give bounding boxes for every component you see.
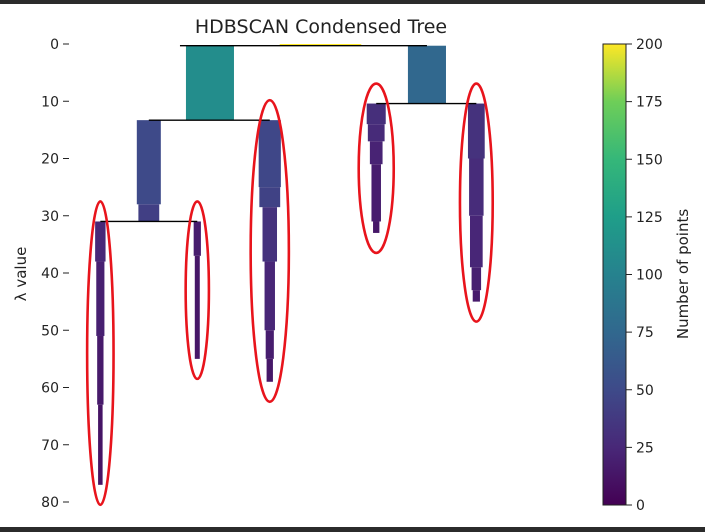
y-tick-label: 20 <box>41 152 59 168</box>
branch-segment <box>366 103 386 125</box>
branch-segment <box>259 187 281 208</box>
y-tick-label: 60 <box>41 381 59 397</box>
branch-segment <box>367 124 385 142</box>
branch-segment <box>373 221 380 233</box>
colorbar-tick-label: 175 <box>636 95 663 111</box>
branch-segment <box>264 261 275 331</box>
colorbar-tick-label: 50 <box>636 383 654 399</box>
top-frame-strip <box>0 0 705 4</box>
branch-segment <box>262 207 278 262</box>
bottom-frame-strip <box>0 527 705 532</box>
branch-A1 <box>136 120 161 222</box>
branch-B <box>407 45 446 104</box>
selection-ellipse-A1b <box>184 200 211 381</box>
branch-segment <box>265 330 274 359</box>
branch-B2 <box>467 103 485 302</box>
branch-root <box>279 44 362 46</box>
selected-cluster-ellipses <box>85 82 495 507</box>
branch-A <box>185 45 234 121</box>
branch-segment <box>471 267 482 291</box>
branch-segment <box>138 204 160 222</box>
branch-segment <box>472 290 480 302</box>
colorbar-gradient <box>602 43 627 506</box>
branch-A1a <box>95 221 106 485</box>
y-axis-ticks: 0 10 20 30 40 50 60 70 80 <box>41 37 69 511</box>
branch-segment <box>469 215 483 268</box>
chart-title: HDBSCAN Condensed Tree <box>195 16 447 38</box>
y-tick-label: 50 <box>41 323 59 339</box>
branch-segment <box>193 221 201 256</box>
y-axis-label: λ value <box>12 247 30 302</box>
branch-A1b <box>193 221 201 359</box>
colorbar-tick-label: 25 <box>636 440 654 456</box>
branch-segment <box>371 164 381 222</box>
branch-segment <box>469 158 484 216</box>
colorbar-tick-label: 0 <box>636 498 645 514</box>
branch-B1 <box>366 103 386 233</box>
branch-segment <box>98 404 103 485</box>
y-tick-label: 10 <box>41 94 59 110</box>
branch-segment <box>97 335 104 405</box>
selection-ellipse-A1a <box>85 200 115 507</box>
branch-segment <box>185 45 234 121</box>
y-tick-label: 30 <box>41 209 59 225</box>
colorbar-tick-label: 125 <box>636 210 663 226</box>
branch-segment <box>266 358 273 382</box>
branch-segment <box>369 141 383 165</box>
y-tick-label: 0 <box>50 37 59 53</box>
branch-segment <box>407 45 446 104</box>
colorbar-tick-label: 150 <box>636 152 663 168</box>
branch-segment <box>194 255 200 359</box>
y-tick-label: 80 <box>41 495 59 511</box>
branch-segment <box>95 221 106 262</box>
colorbar-tick-label: 75 <box>636 325 654 341</box>
selection-ellipse-B1 <box>357 82 396 255</box>
colorbar: 0 25 50 75 100 125 150 175 200 Number of points <box>602 37 692 514</box>
colorbar-tick-label: 200 <box>636 37 663 53</box>
branch-segment <box>279 44 362 46</box>
selection-ellipse-B2 <box>458 82 495 323</box>
y-tick-label: 70 <box>41 438 59 454</box>
colorbar-ticks: 0 25 50 75 100 125 150 175 200 <box>626 37 663 514</box>
colorbar-tick-label: 100 <box>636 268 663 284</box>
tree-connectors <box>100 45 477 223</box>
y-tick-label: 40 <box>41 266 59 282</box>
branch-segment <box>258 120 281 188</box>
branch-segment <box>136 120 161 205</box>
tree-branches <box>95 44 485 485</box>
colorbar-label: Number of points <box>674 209 692 340</box>
branch-segment <box>96 261 105 336</box>
selection-ellipse-A2 <box>249 98 291 404</box>
branch-A2 <box>258 120 281 382</box>
branch-segment <box>467 103 485 159</box>
